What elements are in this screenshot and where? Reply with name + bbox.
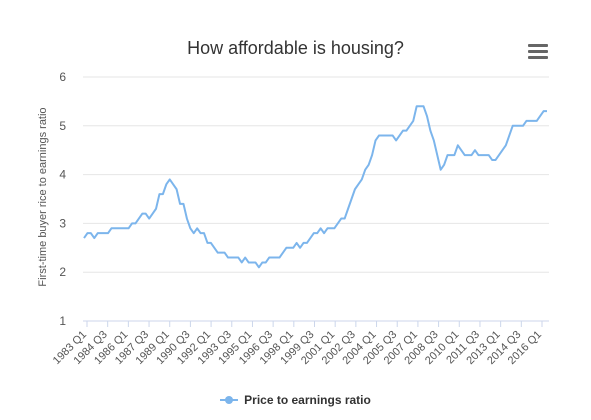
series-group: [83, 105, 547, 269]
legend-line-marker-icon: [220, 395, 239, 405]
y-axis-title: First-time buyer rice to earnings ratio: [37, 107, 49, 286]
legend-label: Price to earnings ratio: [244, 393, 371, 407]
gridlines: [83, 76, 549, 273]
y-tick-label: 1: [59, 314, 66, 328]
chart-title: How affordable is housing?: [187, 38, 404, 58]
y-tick-label: 4: [59, 168, 66, 182]
y-tick-label: 2: [59, 265, 66, 279]
menu-bar: [528, 44, 548, 47]
y-axis-ticks: 1 2 3 4 5 6: [59, 70, 66, 328]
legend-item[interactable]: Price to earnings ratio: [220, 393, 371, 407]
series-line[interactable]: [83, 105, 547, 269]
y-tick-label: 3: [59, 216, 66, 230]
y-tick-label: 6: [59, 70, 66, 84]
menu-bar: [528, 56, 548, 59]
menu-bar: [528, 50, 548, 53]
legend: Price to earnings ratio: [0, 393, 591, 408]
y-tick-label: 5: [59, 119, 66, 133]
hamburger-menu-icon[interactable]: [528, 44, 548, 62]
